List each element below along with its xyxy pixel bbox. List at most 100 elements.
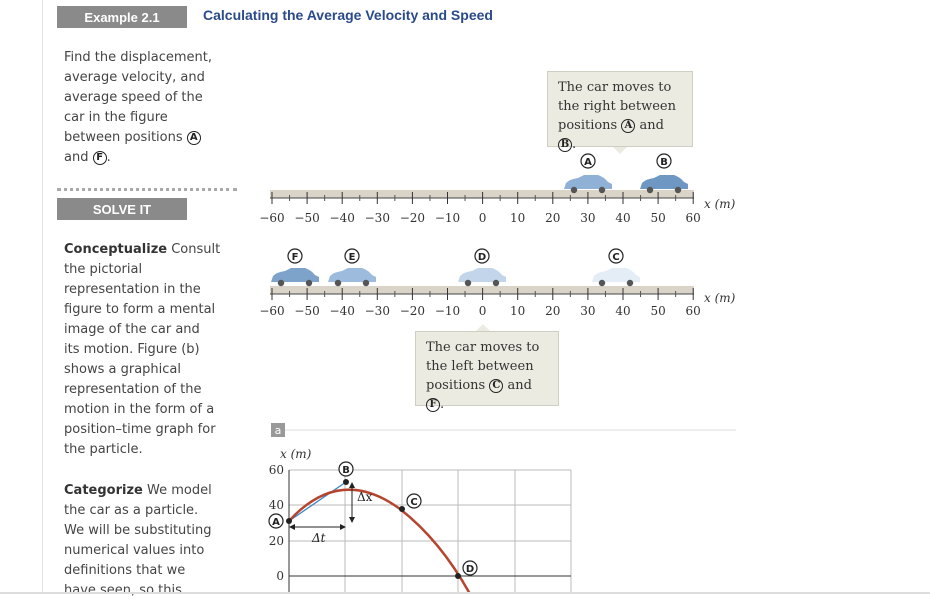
tick-marks	[271, 192, 694, 204]
tick-label: −40	[330, 304, 355, 318]
position-e-marker	[344, 248, 360, 264]
callout-pointer	[613, 147, 627, 154]
bottom-track: −60 −50 −40 −30 −20 −10 0 10 20 30 40 50 60 x (m)	[259, 286, 736, 318]
graph-y-ticks: 60 40 20 0	[269, 463, 284, 583]
tick-labels: −60 −50 −40 −30 −20 −10 0 10 20 30 40 50 60	[259, 304, 701, 318]
position-a-marker: A	[621, 118, 636, 133]
tick-label: −20	[400, 304, 425, 318]
svg-text:60: 60	[269, 463, 284, 477]
callout-pointer	[476, 324, 490, 331]
tick-label: −10	[435, 211, 460, 225]
panel-label-box	[271, 423, 285, 437]
svg-text:B: B	[660, 157, 668, 168]
svg-text:D: D	[478, 252, 486, 263]
tick-label: −30	[365, 304, 390, 318]
position-a-marker: A	[186, 130, 201, 145]
tick-label: 30	[580, 211, 595, 225]
point-c	[399, 506, 405, 512]
svg-text:D: D	[466, 564, 474, 575]
delta-t-label: Δt	[311, 531, 326, 545]
svg-text:0: 0	[276, 569, 284, 583]
svg-text:B: B	[342, 465, 350, 476]
tick-label: −60	[259, 211, 284, 225]
categorize-heading: Categorize	[64, 483, 143, 498]
tick-label: 50	[650, 211, 665, 225]
car-f	[271, 268, 319, 287]
intro-line: between positions A	[64, 128, 224, 148]
left-margin-rule	[42, 0, 43, 594]
svg-text:F: F	[292, 252, 299, 263]
bottom-border	[0, 592, 930, 594]
panel-label: a	[275, 424, 282, 437]
tick-marks	[271, 288, 694, 300]
point-d	[455, 573, 461, 579]
point-b-marker	[338, 461, 354, 477]
svg-text:40: 40	[269, 498, 284, 512]
tick-label: 40	[615, 304, 630, 318]
point-a-marker	[268, 513, 284, 529]
road-strip	[270, 190, 694, 198]
svg-text:A: A	[584, 157, 592, 168]
graph-grid	[289, 469, 572, 594]
point-b	[343, 479, 349, 485]
position-f-marker: F	[92, 150, 107, 165]
car-c	[592, 268, 640, 287]
tick-label: 60	[686, 304, 701, 318]
car-e	[328, 268, 376, 287]
svg-text:20: 20	[269, 534, 284, 548]
tick-label: 40	[615, 211, 630, 225]
position-d-marker	[474, 248, 490, 264]
graph-y-label: x (m)	[280, 447, 312, 461]
categorize-text: Categorize We model the car as a particl…	[64, 483, 212, 598]
intro-line: average speed of the	[64, 90, 203, 105]
tick-label: −10	[435, 304, 460, 318]
position-f-marker: F	[426, 397, 440, 412]
axis-label: x (m)	[704, 197, 736, 211]
position-b-marker	[656, 153, 672, 169]
tick-labels: −60 −50 −40 −30 −20 −10 0 10 20 30 40 50 60	[259, 211, 701, 225]
top-track: −60 −50 −40 −30 −20 −10 0 10 20 30 40 50 60 x (m)	[259, 190, 736, 225]
tick-label: 0	[479, 304, 487, 318]
car-d	[458, 268, 506, 287]
position-time-graph: x (m) 60 40 20 0 Δx Δt	[268, 447, 572, 594]
svg-text:C: C	[612, 252, 619, 263]
tick-label: −30	[365, 211, 390, 225]
svg-text:C: C	[410, 497, 417, 508]
position-c-marker	[608, 248, 624, 264]
secant-line	[288, 481, 347, 522]
position-a-marker	[580, 153, 596, 169]
delta-x-label: Δx	[357, 490, 373, 504]
road-strip	[270, 286, 694, 294]
intro-line: car in the figure	[64, 110, 168, 125]
tick-label: −50	[294, 211, 319, 225]
position-c-marker: C	[489, 378, 504, 393]
tick-label: 10	[510, 304, 525, 318]
example-title: Calculating the Average Velocity and Spe…	[203, 7, 493, 23]
tick-label: −40	[330, 211, 355, 225]
tick-label: 20	[545, 304, 560, 318]
section-divider	[57, 188, 237, 191]
tick-label: 50	[650, 304, 665, 318]
intro-line: average velocity, and	[64, 70, 205, 85]
tick-label: 0	[479, 211, 487, 225]
top-position-labels: A B	[580, 153, 672, 169]
tick-label: 30	[580, 304, 595, 318]
tick-label: 20	[545, 211, 560, 225]
tick-label: −50	[294, 304, 319, 318]
position-b-marker: B	[558, 137, 572, 152]
callout-left-motion: The car moves to the left between positi…	[415, 331, 559, 412]
position-f-marker	[287, 248, 303, 264]
conceptualize-text: Conceptualize Consult the pictorial repr…	[64, 242, 221, 457]
point-d-marker	[462, 560, 478, 576]
conceptualize-heading: Conceptualize	[64, 242, 168, 257]
svg-text:E: E	[349, 252, 356, 263]
axis-label: x (m)	[704, 291, 736, 305]
solve-it-badge: SOLVE IT	[57, 198, 187, 220]
tick-label: 60	[686, 211, 701, 225]
point-c-marker	[406, 493, 422, 509]
example-badge: Example 2.1	[57, 6, 187, 28]
svg-text:A: A	[272, 517, 280, 528]
tick-label: 10	[510, 211, 525, 225]
intro-line: and F.	[64, 150, 111, 165]
